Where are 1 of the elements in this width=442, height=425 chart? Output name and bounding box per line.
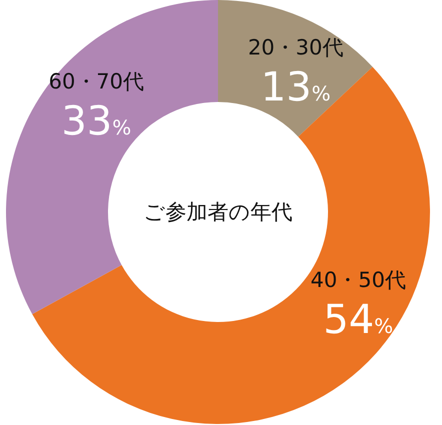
title: ご参加者の年代 (144, 200, 292, 224)
